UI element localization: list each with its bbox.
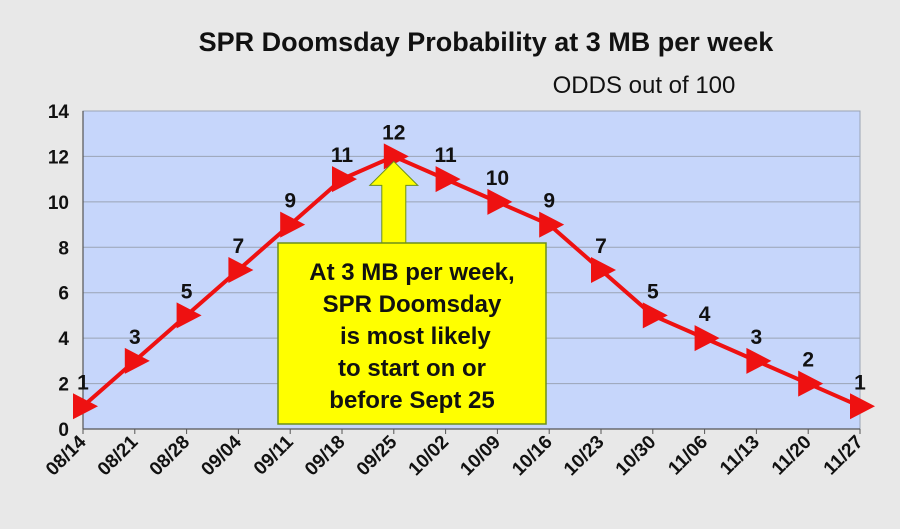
axes — [82, 111, 861, 434]
data-point — [798, 370, 824, 397]
data-point — [539, 211, 565, 238]
data-point — [383, 143, 409, 170]
y-tick-label: 10 — [48, 193, 69, 214]
data-point — [73, 393, 98, 420]
y-tick-label: 0 — [58, 420, 69, 441]
data-markers — [73, 143, 875, 420]
x-tick-label: 10/02 — [405, 432, 453, 480]
chart-title: SPR Doomsday Probability at 3 MB per wee… — [199, 27, 775, 57]
x-tick-label: 08/28 — [146, 432, 194, 480]
x-tick-label: 09/11 — [250, 431, 298, 479]
x-tick-label: 10/16 — [508, 432, 556, 480]
data-label: 5 — [181, 280, 193, 303]
x-tick-label: 10/09 — [456, 432, 504, 480]
callout-line-4: to start on or — [338, 355, 486, 382]
x-tick-labels: 08/14 08/21 08/28 09/04 09/11 09/18 09/25 10/02… — [42, 431, 867, 480]
callout-line-1: At 3 MB per week, — [309, 259, 514, 286]
x-tick-label: 11/27 — [820, 432, 868, 480]
data-point — [435, 166, 461, 193]
callout-line-2: SPR Doomsday — [323, 291, 502, 318]
data-label: 12 — [382, 121, 405, 144]
data-label: 1 — [854, 371, 866, 394]
y-tick-label: 14 — [48, 102, 70, 123]
data-label: 7 — [233, 235, 245, 258]
callout-box — [277, 242, 547, 425]
y-tick-label: 12 — [48, 147, 69, 168]
data-point — [850, 393, 875, 420]
x-tick-label: 10/30 — [612, 432, 660, 480]
data-label: 5 — [647, 280, 659, 303]
y-tick-label: 6 — [58, 284, 69, 305]
y-tick-label: 8 — [58, 238, 69, 259]
x-tick-label: 08/21 — [94, 431, 143, 480]
x-tick-label: 09/25 — [353, 431, 402, 480]
data-point — [228, 257, 254, 283]
callout-line-3: is most likely — [333, 323, 491, 350]
data-point — [280, 211, 306, 238]
y-tick-label: 4 — [58, 329, 69, 350]
data-point — [487, 188, 513, 215]
callout: At 3 MB per week, SPR Doomsday is most l… — [277, 160, 547, 425]
callout-arrow — [368, 160, 420, 244]
data-label: 11 — [331, 144, 354, 167]
x-tick-label: 10/23 — [560, 432, 608, 480]
data-point — [124, 347, 150, 374]
x-tick-label: 11/20 — [768, 432, 816, 480]
data-label: 3 — [751, 326, 763, 349]
data-label: 3 — [129, 326, 141, 349]
data-point — [176, 302, 202, 329]
x-tick-label: 11/06 — [664, 432, 712, 480]
data-labels: 1 3 5 7 9 11 12 11 10 9 7 5 4 3 2 1 — [77, 121, 866, 394]
data-point — [694, 325, 720, 352]
x-tick-label: 11/13 — [716, 432, 764, 480]
data-label: 9 — [284, 190, 296, 213]
data-label: 7 — [595, 235, 607, 258]
series-odds — [81, 154, 861, 409]
data-point — [642, 302, 668, 329]
data-point — [332, 166, 357, 193]
data-label: 1 — [77, 371, 89, 394]
x-tick-label: 09/04 — [197, 431, 246, 480]
data-label: 10 — [486, 167, 509, 190]
callout-line-5: before Sept 25 — [329, 387, 494, 414]
series-line — [81, 154, 861, 409]
y-tick-labels: 0 2 4 6 8 10 12 14 — [48, 102, 70, 441]
data-point — [746, 347, 772, 374]
data-label: 2 — [802, 349, 814, 372]
x-tick-label: 09/18 — [301, 432, 349, 480]
data-point — [591, 257, 616, 283]
chart-subtitle: ODDS out of 100 — [553, 72, 736, 99]
data-label: 9 — [543, 190, 555, 213]
y-tick-label: 2 — [58, 375, 69, 396]
data-label: 11 — [434, 144, 457, 167]
data-label: 4 — [699, 303, 711, 326]
